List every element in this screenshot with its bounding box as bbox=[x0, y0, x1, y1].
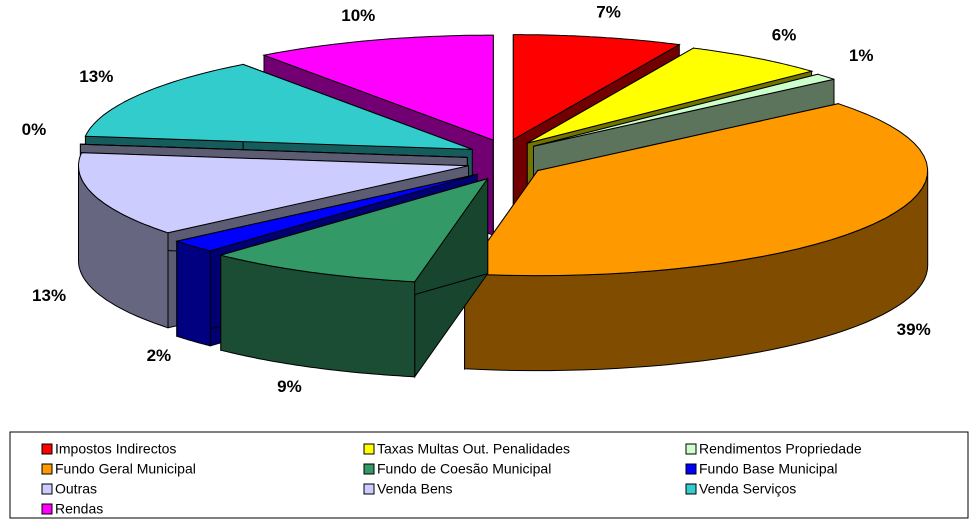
legend-label: Outras bbox=[55, 481, 97, 497]
slice-top bbox=[77, 152, 469, 234]
slice-top bbox=[527, 47, 814, 144]
data-label: 2% bbox=[147, 346, 172, 365]
legend-swatch bbox=[685, 443, 697, 455]
slice-top bbox=[218, 177, 489, 283]
legend-swatch bbox=[363, 483, 375, 495]
slice-top bbox=[463, 103, 929, 277]
legend-label: Fundo Geral Municipal bbox=[55, 461, 196, 477]
legend-swatch bbox=[41, 463, 53, 475]
data-label: 9% bbox=[277, 377, 302, 396]
legend-swatch bbox=[41, 443, 53, 455]
legend-swatch bbox=[685, 483, 697, 495]
legend-label: Rendimentos Propriedade bbox=[699, 441, 862, 457]
legend-label: Fundo Base Municipal bbox=[699, 461, 838, 477]
slice-top bbox=[80, 143, 468, 158]
data-label: 13% bbox=[79, 67, 113, 86]
legend-swatch bbox=[685, 463, 697, 475]
legend-label: Venda Bens bbox=[377, 481, 453, 497]
legend-box bbox=[9, 431, 969, 519]
legend-swatch bbox=[41, 503, 53, 515]
legend-label: Rendas bbox=[55, 501, 103, 517]
slice-top bbox=[262, 34, 494, 141]
data-label: 10% bbox=[341, 6, 375, 25]
legend-label: Taxas Multas Out. Penalidades bbox=[377, 441, 570, 457]
legend-label: Fundo de Coesão Municipal bbox=[377, 461, 551, 477]
legend-swatch bbox=[363, 463, 375, 475]
slice-top bbox=[84, 63, 473, 150]
data-label: 6% bbox=[772, 25, 797, 44]
data-label: 13% bbox=[32, 286, 66, 305]
slice bbox=[463, 103, 929, 372]
legend-label: Impostos Indirectos bbox=[55, 441, 176, 457]
slice-top bbox=[175, 173, 478, 252]
legend-swatch bbox=[41, 483, 53, 495]
data-label: 39% bbox=[897, 320, 931, 339]
data-label: 1% bbox=[849, 46, 874, 65]
slice-top bbox=[512, 34, 681, 141]
data-label: 7% bbox=[596, 2, 621, 21]
slice-wall bbox=[176, 240, 211, 347]
slice bbox=[218, 177, 489, 379]
data-label: 0% bbox=[22, 120, 47, 139]
slice-top bbox=[533, 73, 835, 147]
legend-swatch bbox=[363, 443, 375, 455]
legend-label: Venda Serviços bbox=[699, 481, 796, 497]
